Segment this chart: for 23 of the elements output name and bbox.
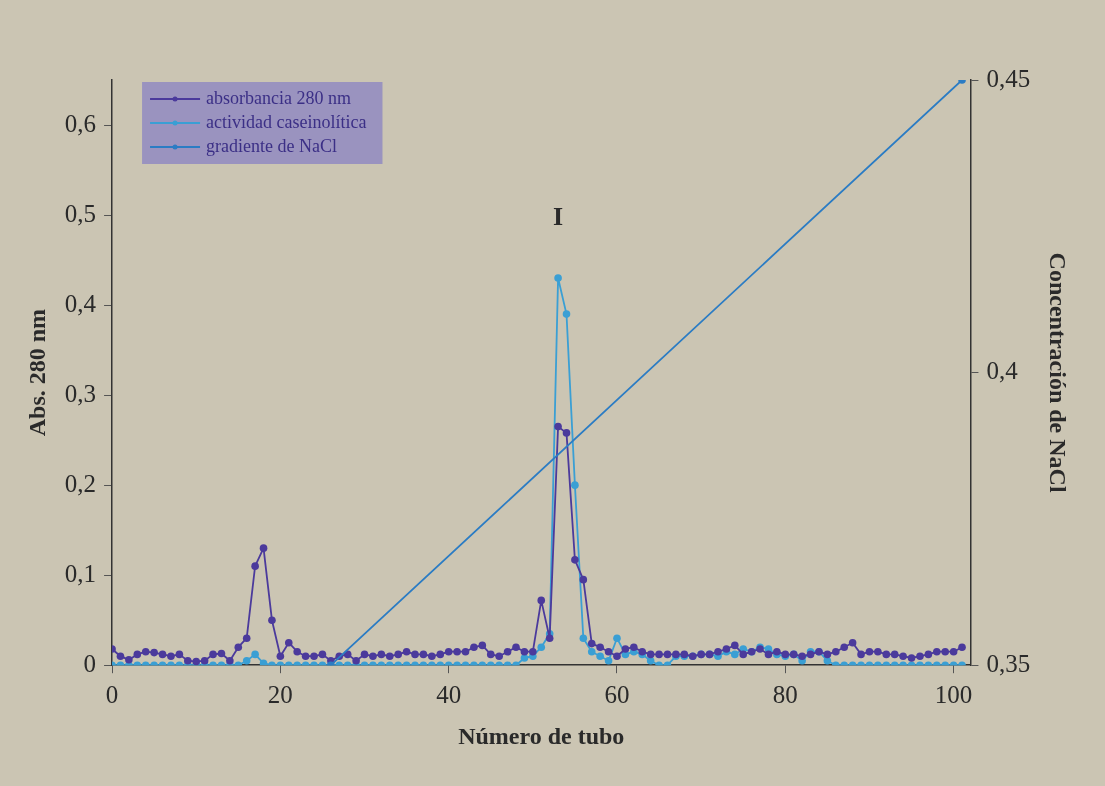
y-tick-label: 0 <box>83 649 97 677</box>
legend-label: gradiente de NaCl <box>206 135 337 156</box>
x-tick-label: 0 <box>105 680 119 708</box>
y2-tick-label: 0,35 <box>986 649 1031 677</box>
y2-tick-label: 0,45 <box>986 64 1031 92</box>
x-tick-label: 80 <box>772 680 798 708</box>
y-tick-label: 0,3 <box>64 379 97 407</box>
x-tick-label: 60 <box>604 680 630 708</box>
y-tick-label: 0,5 <box>64 199 97 227</box>
y-axis-title: Abs. 280 nm <box>23 308 50 437</box>
y-tick-label: 0,4 <box>64 289 97 317</box>
x-tick-label: 100 <box>934 680 973 708</box>
x-tick-label: 40 <box>436 680 462 708</box>
y2-axis-title: Concentración de NaCl <box>1045 252 1072 493</box>
x-axis-title: Número de tubo <box>458 722 625 749</box>
legend-label: actividad caseinolítica <box>206 111 367 132</box>
legend-label: absorbancia 280 nm <box>206 87 352 108</box>
y-tick-label: 0,1 <box>64 559 97 587</box>
y-tick-label: 0,2 <box>64 469 97 497</box>
annotation: I <box>553 201 564 231</box>
x-tick-label: 20 <box>267 680 293 708</box>
y2-tick-label: 0,4 <box>986 357 1019 385</box>
y-tick-label: 0,6 <box>64 109 97 137</box>
